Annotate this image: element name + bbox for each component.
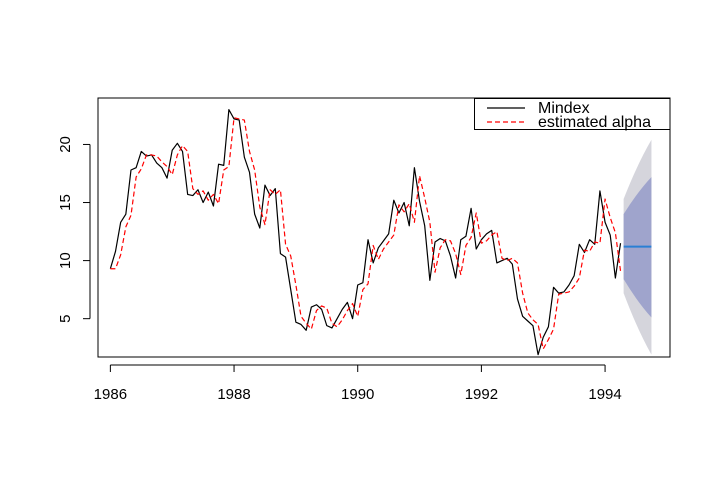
series-line-estimated-alpha [110,117,622,350]
y-tick-label-15: 15 [57,194,74,211]
legend-label-1: estimated alpha [538,114,651,131]
plot-frame [97,97,671,358]
y-tick-label-20: 20 [57,136,74,153]
axes-layer: 1986 1988 1990 1992 1994 5 10 15 20 [57,136,622,403]
legend-label-0: Mindex [538,100,590,117]
x-tick-label-1990: 1990 [341,386,374,403]
y-tick-label-5: 5 [57,315,74,323]
forecast-layer [623,139,652,355]
x-tick-label-1992: 1992 [465,386,498,403]
legend-box [474,98,671,130]
x-tick-label-1986: 1986 [94,386,127,403]
x-tick-label-1988: 1988 [217,386,250,403]
series-layer [109,109,622,356]
series-line-mindex [109,109,622,356]
x-tick-label-1994: 1994 [588,386,621,403]
y-tick-label-10: 10 [57,252,74,269]
